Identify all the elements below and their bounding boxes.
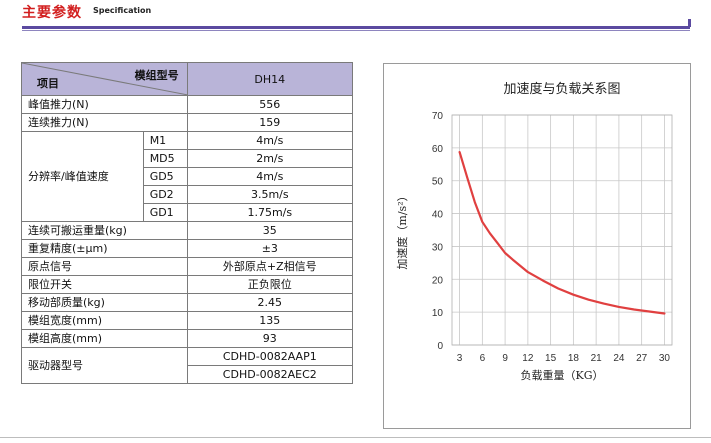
table-row: GD1 1.75m/s bbox=[22, 203, 354, 222]
table-row: 分辨率/峰值速度 M1 4m/s bbox=[21, 131, 354, 222]
driver-label: 驱动器型号 bbox=[21, 347, 188, 384]
y-tick-label: 20 bbox=[432, 275, 444, 286]
table-row: 连续推力(N) 159 bbox=[21, 113, 354, 132]
x-tick-label: 24 bbox=[613, 353, 625, 364]
table-row: 移动部质量(kg) 2.45 bbox=[21, 293, 354, 312]
table-row: 重复精度(±μm) ±3 bbox=[21, 239, 354, 258]
table-row: 模组高度(mm) 93 bbox=[21, 329, 354, 348]
header-end-mark bbox=[688, 19, 691, 27]
y-tick-label: 0 bbox=[437, 341, 443, 352]
section-header: 主要参数 Specification bbox=[0, 0, 711, 34]
row-value: 93 bbox=[186, 329, 354, 348]
x-tick-label: 6 bbox=[480, 353, 486, 364]
table-row: 原点信号 外部原点+Z相信号 bbox=[21, 257, 354, 276]
diagonal-line bbox=[22, 63, 188, 95]
row-label: 连续推力(N) bbox=[21, 113, 188, 132]
table-row: GD2 3.5m/s bbox=[22, 185, 354, 204]
row-value: 正负限位 bbox=[186, 275, 354, 294]
x-tick-label: 9 bbox=[502, 353, 508, 364]
encoder-code: GD1 bbox=[142, 203, 188, 222]
row-value: 135 bbox=[186, 311, 354, 330]
x-tick-label: 3 bbox=[457, 353, 463, 364]
table-row: 连续可搬运重量(kg) 35 bbox=[21, 221, 354, 240]
table-row: CDHD-0082AEC2 bbox=[22, 365, 354, 384]
corner-model-label: 模组型号 bbox=[134, 69, 179, 82]
row-label: 峰值推力(N) bbox=[21, 95, 188, 114]
header-divider bbox=[22, 26, 690, 29]
chart-title: 加速度与负载关系图 bbox=[503, 81, 620, 97]
x-tick-label: 15 bbox=[545, 353, 557, 364]
row-value: 159 bbox=[186, 113, 354, 132]
row-value: 外部原点+Z相信号 bbox=[186, 257, 354, 276]
x-axis-label: 负载重量（KG） bbox=[520, 368, 603, 382]
row-label: 模组高度(mm) bbox=[21, 329, 188, 348]
row-value: ±3 bbox=[186, 239, 354, 258]
page-bottom-divider bbox=[0, 437, 711, 438]
peak-speed-value: 4m/s bbox=[186, 131, 354, 150]
x-tick-label: 27 bbox=[636, 353, 648, 364]
table-row: 模组宽度(mm) 135 bbox=[21, 311, 354, 330]
row-label: 限位开关 bbox=[21, 275, 188, 294]
resolution-label: 分辨率/峰值速度 bbox=[21, 131, 144, 222]
table-header-row: 模组型号 项目 DH14 bbox=[21, 62, 354, 96]
peak-speed-value: 1.75m/s bbox=[186, 203, 354, 222]
row-value: 556 bbox=[186, 95, 354, 114]
x-tick-label: 21 bbox=[591, 353, 603, 364]
x-tick-label: 12 bbox=[522, 353, 534, 364]
y-tick-label: 50 bbox=[432, 177, 444, 188]
table-row: 峰值推力(N) 556 bbox=[21, 95, 354, 114]
x-tick-label: 30 bbox=[659, 353, 671, 364]
driver-model: CDHD-0082AEC2 bbox=[186, 365, 354, 384]
row-label: 重复精度(±μm) bbox=[21, 239, 188, 258]
row-label: 连续可搬运重量(kg) bbox=[21, 221, 188, 240]
table-row: 驱动器型号 CDHD-0082AAP1 bbox=[21, 347, 354, 384]
row-value: 35 bbox=[186, 221, 354, 240]
section-subtitle: Specification bbox=[93, 6, 152, 15]
header-divider-thin bbox=[22, 30, 690, 31]
row-value: 2.45 bbox=[186, 293, 354, 312]
y-tick-label: 60 bbox=[432, 144, 444, 155]
encoder-code: MD5 bbox=[142, 149, 188, 168]
peak-speed-value: 2m/s bbox=[186, 149, 354, 168]
table-row: MD5 2m/s bbox=[22, 149, 354, 168]
model-name: DH14 bbox=[186, 62, 354, 96]
peak-speed-value: 3.5m/s bbox=[186, 185, 354, 204]
x-tick-label: 18 bbox=[568, 353, 580, 364]
row-label: 模组宽度(mm) bbox=[21, 311, 188, 330]
section-title: 主要参数 bbox=[22, 5, 82, 21]
peak-speed-value: 4m/s bbox=[186, 167, 354, 186]
y-tick-label: 10 bbox=[432, 308, 444, 319]
y-axis-label: 加速度（m/s²） bbox=[395, 190, 409, 269]
chart-canvas: 加速度与负载关系图 0 10 20 30 40 50 60 70 3 6 9 12 15 18 21 24 27 3… bbox=[395, 81, 673, 382]
driver-model: CDHD-0082AAP1 bbox=[186, 347, 354, 366]
y-tick-label: 40 bbox=[432, 210, 444, 221]
encoder-code: GD2 bbox=[142, 185, 188, 204]
row-label: 原点信号 bbox=[21, 257, 188, 276]
corner-item-label: 项目 bbox=[37, 77, 59, 90]
y-tick-label: 30 bbox=[432, 242, 444, 253]
y-tick-label: 70 bbox=[432, 111, 444, 122]
acceleration-series-line bbox=[458, 151, 666, 315]
encoder-code: GD5 bbox=[142, 167, 188, 186]
table-row: 限位开关 正负限位 bbox=[21, 275, 354, 294]
acceleration-chart: 加速度与负载关系图 0 10 20 30 40 50 60 70 3 6 9 12 15 18 21 24 27 3… bbox=[383, 63, 691, 429]
spec-table: 模组型号 项目 DH14 峰值推力(N) 556 连续推力(N) 159 分辨率… bbox=[21, 62, 354, 384]
row-label: 移动部质量(kg) bbox=[21, 293, 188, 312]
corner-header-cell: 模组型号 项目 bbox=[21, 62, 188, 96]
plot-frame bbox=[451, 114, 673, 346]
encoder-code: M1 bbox=[142, 131, 188, 150]
